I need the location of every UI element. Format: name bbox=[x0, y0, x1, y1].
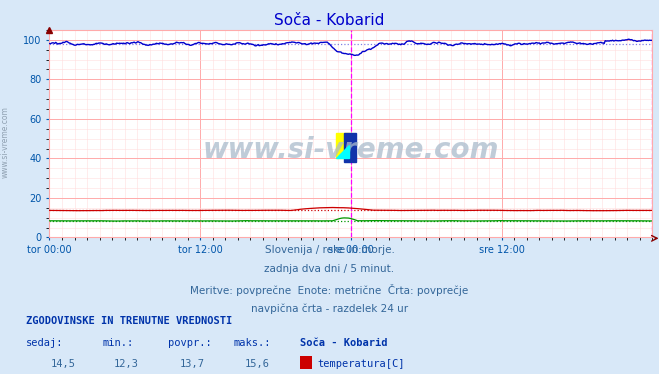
Text: Meritve: povprečne  Enote: metrične  Črta: povprečje: Meritve: povprečne Enote: metrične Črta:… bbox=[190, 284, 469, 296]
Text: Soča - Kobarid: Soča - Kobarid bbox=[300, 338, 387, 348]
Text: povpr.:: povpr.: bbox=[168, 338, 212, 348]
Text: temperatura[C]: temperatura[C] bbox=[317, 359, 405, 370]
Text: 13,7: 13,7 bbox=[179, 359, 204, 370]
Text: 15,6: 15,6 bbox=[245, 359, 270, 370]
Text: Slovenija / reke in morje.: Slovenija / reke in morje. bbox=[264, 245, 395, 255]
Text: Soča - Kobarid: Soča - Kobarid bbox=[274, 13, 385, 28]
Text: www.si-vreme.com: www.si-vreme.com bbox=[1, 106, 10, 178]
Text: zadnja dva dni / 5 minut.: zadnja dva dni / 5 minut. bbox=[264, 264, 395, 275]
Text: min.:: min.: bbox=[102, 338, 133, 348]
Bar bbox=[344, 133, 357, 162]
Text: 12,3: 12,3 bbox=[113, 359, 138, 370]
Text: www.si-vreme.com: www.si-vreme.com bbox=[203, 136, 499, 164]
Text: maks.:: maks.: bbox=[234, 338, 272, 348]
Text: ZGODOVINSKE IN TRENUTNE VREDNOSTI: ZGODOVINSKE IN TRENUTNE VREDNOSTI bbox=[26, 316, 233, 326]
Text: sedaj:: sedaj: bbox=[26, 338, 64, 348]
Bar bbox=[336, 133, 349, 159]
Text: 14,5: 14,5 bbox=[51, 359, 76, 370]
Text: navpična črta - razdelek 24 ur: navpična črta - razdelek 24 ur bbox=[251, 303, 408, 314]
Polygon shape bbox=[336, 145, 349, 159]
